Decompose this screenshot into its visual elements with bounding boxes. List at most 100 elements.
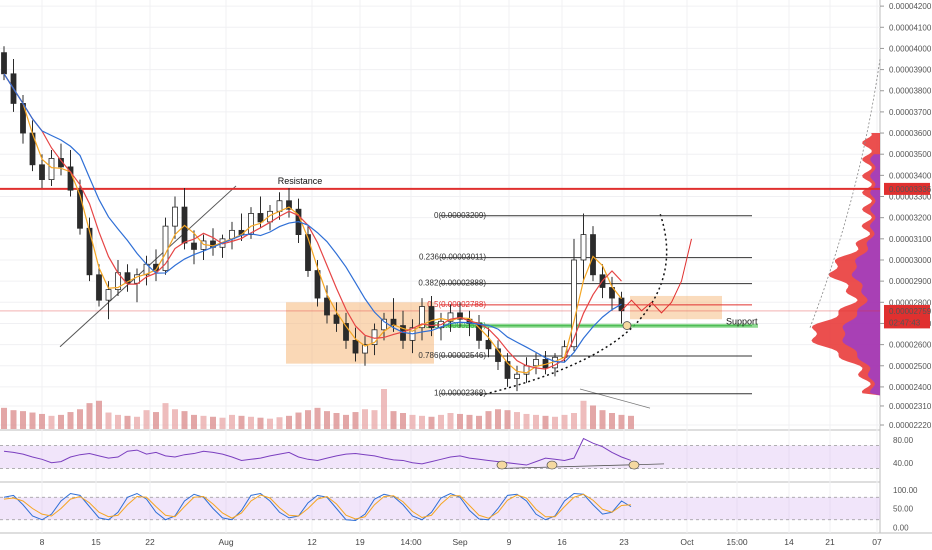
gridlines (0, 0, 880, 533)
volume-bar (485, 411, 492, 429)
volume-bar (172, 409, 178, 429)
rsi-marker (546, 460, 558, 470)
osc-line (3, 437, 632, 466)
volume-bar (276, 417, 283, 429)
candle-body (134, 274, 140, 284)
volume-bar (162, 403, 169, 429)
volume-bar (124, 415, 131, 429)
moving-average-line (3, 73, 622, 370)
volume-bar (466, 414, 473, 429)
price-axis: 0.00004200 0.00004100 0.00004000 0.00003900… (880, 2, 932, 532)
volume-profile (809, 58, 881, 396)
stoch-rsi-panel (0, 492, 880, 522)
candle-body (590, 234, 596, 276)
fib-label: 0.5(0.00002788) (427, 300, 486, 309)
candle-body (172, 206, 178, 227)
fib-label: 0(0.00003209) (434, 211, 486, 220)
volume-bar (609, 413, 615, 429)
y-tick-label: 0.00002400 (889, 383, 932, 392)
rsi-panel (0, 437, 880, 470)
osc-band (0, 497, 880, 520)
candle-body (191, 242, 197, 250)
annotations: Resistance Support (278, 176, 758, 330)
x-tick-label: 9 (507, 537, 512, 547)
candle-body (324, 297, 330, 316)
volume-bar (628, 415, 634, 429)
candle-body (333, 314, 340, 324)
candle-body (495, 348, 501, 362)
volume-bar (523, 413, 530, 429)
moving-average-line (3, 73, 622, 363)
volume-bar (257, 417, 264, 429)
candle-body (39, 164, 45, 180)
volume-bar (343, 414, 349, 429)
volume-bar (181, 411, 188, 429)
osc-band (0, 445, 880, 469)
volume-bar (561, 414, 568, 429)
x-tick-label: 14 (784, 537, 794, 547)
osc-line (3, 493, 632, 520)
volume-trendline (579, 388, 651, 409)
forecast-path (621, 238, 692, 314)
candle-body (580, 234, 587, 261)
candle-body (305, 234, 311, 271)
price-tag (884, 304, 930, 317)
candle-body (428, 306, 435, 329)
x-tick-label: Aug (218, 537, 233, 547)
x-tick-label: 22 (145, 537, 155, 547)
volume-bar (314, 407, 321, 429)
volume-bar (457, 413, 463, 429)
volume-bar (533, 414, 539, 429)
y-tick-label: 0.00003700 (889, 108, 932, 117)
fib-label: 1(0.00002368) (434, 389, 486, 398)
volume-bar (476, 415, 482, 429)
candle-body (48, 158, 55, 180)
osc-tick-label: 40.00 (893, 459, 914, 468)
candle-body (314, 270, 321, 299)
volume-bar (267, 418, 273, 429)
y-tick-label: 0.00003400 (889, 171, 932, 180)
fibonacci-retracement: 0(0.00003209) 0.236(0.00003011) 0.382(0.00… (418, 211, 758, 398)
resistance-label: Resistance (278, 176, 323, 186)
volume-bar (324, 411, 330, 429)
candle-body (362, 344, 368, 354)
candle-body (286, 200, 292, 210)
volume-bar (143, 410, 150, 429)
volume-bar (86, 403, 93, 429)
volume-bar (115, 414, 121, 429)
volume-bar (352, 412, 359, 429)
x-tick-label: Sep (452, 537, 467, 547)
volume-bar (419, 415, 425, 429)
y-tick-label: 0.00003200 (889, 214, 932, 223)
price-tag-label: 0.00002759 (889, 307, 932, 316)
candle-body (276, 200, 283, 212)
volume-bar (333, 413, 340, 429)
candle-body (571, 259, 577, 348)
volume-bar (134, 416, 140, 429)
y-tick-label: 0.00003100 (889, 235, 932, 244)
candle-body (457, 312, 463, 320)
volume-bar (305, 410, 311, 429)
touch-marker (622, 321, 632, 330)
candle-body (96, 274, 102, 301)
price-tag (884, 316, 930, 329)
volume-bar (362, 409, 368, 429)
volume-bar (229, 414, 235, 429)
volume-bar (77, 409, 83, 429)
candle-body (248, 213, 254, 235)
volume-bar (428, 416, 435, 429)
volume-bar (1, 407, 7, 429)
volume-bar (58, 414, 64, 429)
volume-bar (238, 415, 245, 429)
price-tag (884, 182, 930, 195)
rsi-marker (496, 460, 508, 470)
volume-bar (67, 412, 74, 429)
volume-bar (571, 413, 577, 429)
volume-bar (590, 405, 596, 429)
volume-bar (219, 417, 226, 429)
osc-tick-label: 100.00 (893, 486, 918, 495)
x-tick-label: 15 (91, 537, 101, 547)
candle-body (257, 213, 264, 223)
volume-bar (200, 415, 207, 429)
